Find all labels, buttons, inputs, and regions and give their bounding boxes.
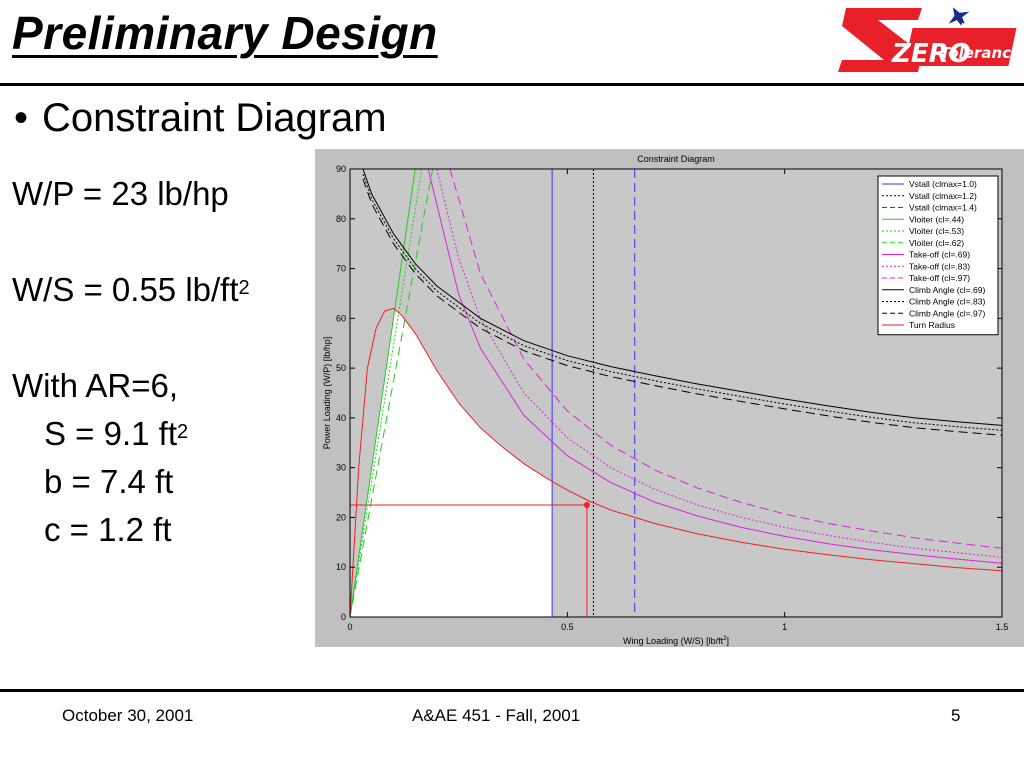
design-point-marker (583, 502, 590, 508)
y-tick-label-6: 60 (336, 313, 346, 323)
y-tick-label-9: 90 (336, 164, 346, 174)
bullet-dot-icon: • (14, 96, 29, 140)
plot-border (349, 168, 1003, 618)
footer-divider (0, 689, 1024, 692)
wing-loading-text: W/S = 0.55 lb/ft (12, 271, 239, 308)
bullet-text: Constraint Diagram (42, 96, 387, 140)
area-line: S = 9.1 ft2 (12, 410, 250, 458)
bullet-item: • Constraint Diagram (14, 96, 387, 141)
area-exponent: 2 (177, 421, 189, 443)
area-text: S = 9.1 ft (44, 415, 177, 452)
x-tick-label-1: 0.5 (561, 622, 574, 632)
chart-title: Constraint Diagram (637, 154, 715, 164)
x-tick-label-0: 0 (347, 622, 352, 632)
design-parameters: W/P = 23 lb/hp W/S = 0.55 lb/ft2 With AR… (12, 170, 250, 554)
y-tick-label-4: 40 (336, 413, 346, 423)
y-tick-label-0: 0 (341, 612, 346, 622)
series-line-9 (362, 169, 1002, 426)
wing-loading-exponent: 2 (238, 277, 250, 299)
feasible-region (350, 310, 553, 617)
y-tick-label-2: 20 (336, 512, 346, 522)
x-axis-label-end: ] (726, 636, 729, 646)
legend-label-11: Climb Angle (cl=.97) (909, 308, 985, 318)
legend-label-8: Take-off (cl=.97) (909, 273, 970, 283)
span-text: b = 7.4 ft (44, 463, 174, 500)
footer-date: October 30, 2001 (62, 706, 194, 725)
jet-icon (948, 7, 970, 26)
series-line-8 (449, 169, 1002, 549)
power-loading-text: W/P = 23 lb/hp (12, 175, 229, 212)
footer-page-number: 5 (951, 706, 961, 725)
x-tick-label-3: 1.5 (996, 622, 1009, 632)
series-line-10 (362, 173, 1002, 431)
chord-text: c = 1.2 ft (44, 511, 172, 548)
zero-tolerance-logo: ZERO Tolerance (838, 7, 1021, 72)
x-axis-label-exponent: 2 (723, 636, 727, 642)
logo-mark (838, 7, 1017, 72)
y-tick-label-1: 10 (336, 562, 346, 572)
aspect-ratio-text: With AR=6, (12, 367, 178, 404)
y-tick-label-3: 30 (336, 463, 346, 473)
series-line-5 (350, 169, 434, 617)
y-tick-label-8: 80 (336, 214, 346, 224)
legend-label-6: Take-off (cl=.69) (909, 250, 970, 260)
series-group (350, 169, 1002, 617)
legend-label-3: Vloiter (cl=.44) (909, 214, 964, 224)
legend: Vstall (clmax=1.0) Vstall (clmax=1.2) Vsta… (877, 175, 999, 336)
y-tick-label-7: 70 (336, 264, 346, 274)
x-tick-label-2: 1 (782, 622, 787, 632)
x-axis-label: Wing Loading (W/S) [lb/ft2] (623, 636, 729, 646)
legend-label-9: Climb Angle (cl=.69) (909, 285, 985, 295)
y-axis-label: Power Loading (W/P) [lb/hp] (322, 337, 332, 450)
y-tick-label-5: 50 (336, 363, 346, 373)
slide-title: Preliminary Design (12, 7, 438, 59)
legend-label-7: Take-off (cl=.83) (909, 261, 970, 271)
series-line-7 (436, 169, 1002, 558)
series-line-3 (350, 169, 416, 617)
legend-label-1: Vstall (clmax=1.2) (909, 191, 977, 201)
legend-box (877, 175, 999, 336)
series-line-12 (350, 307, 1002, 617)
series-line-6 (427, 169, 1002, 564)
legend-label-5: Vloiter (cl=.62) (909, 238, 964, 248)
logo-text-small: Tolerance (940, 44, 1021, 62)
series-line-11 (362, 178, 1002, 436)
constraint-diagram-chart: 0 0.5 1 1.5 0 10 20 30 40 50 60 70 80 90 Constraint Di… (315, 149, 1024, 647)
x-axis-label-main: Wing Loading (W/S) [lb/ft (623, 636, 724, 646)
legend-label-2: Vstall (clmax=1.4) (909, 203, 977, 213)
footer-course: A&AE 451 - Fall, 2001 (412, 706, 581, 725)
title-divider (0, 83, 1024, 86)
wing-loading-line: W/S = 0.55 lb/ft2 (12, 266, 250, 314)
logo-text-big: ZERO (891, 39, 971, 69)
legend-label-10: Climb Angle (cl=.83) (909, 297, 985, 307)
legend-label-4: Vloiter (cl=.53) (909, 226, 964, 236)
legend-label-12: Turn Radius (909, 320, 955, 330)
legend-label-0: Vstall (clmax=1.0) (909, 179, 977, 189)
